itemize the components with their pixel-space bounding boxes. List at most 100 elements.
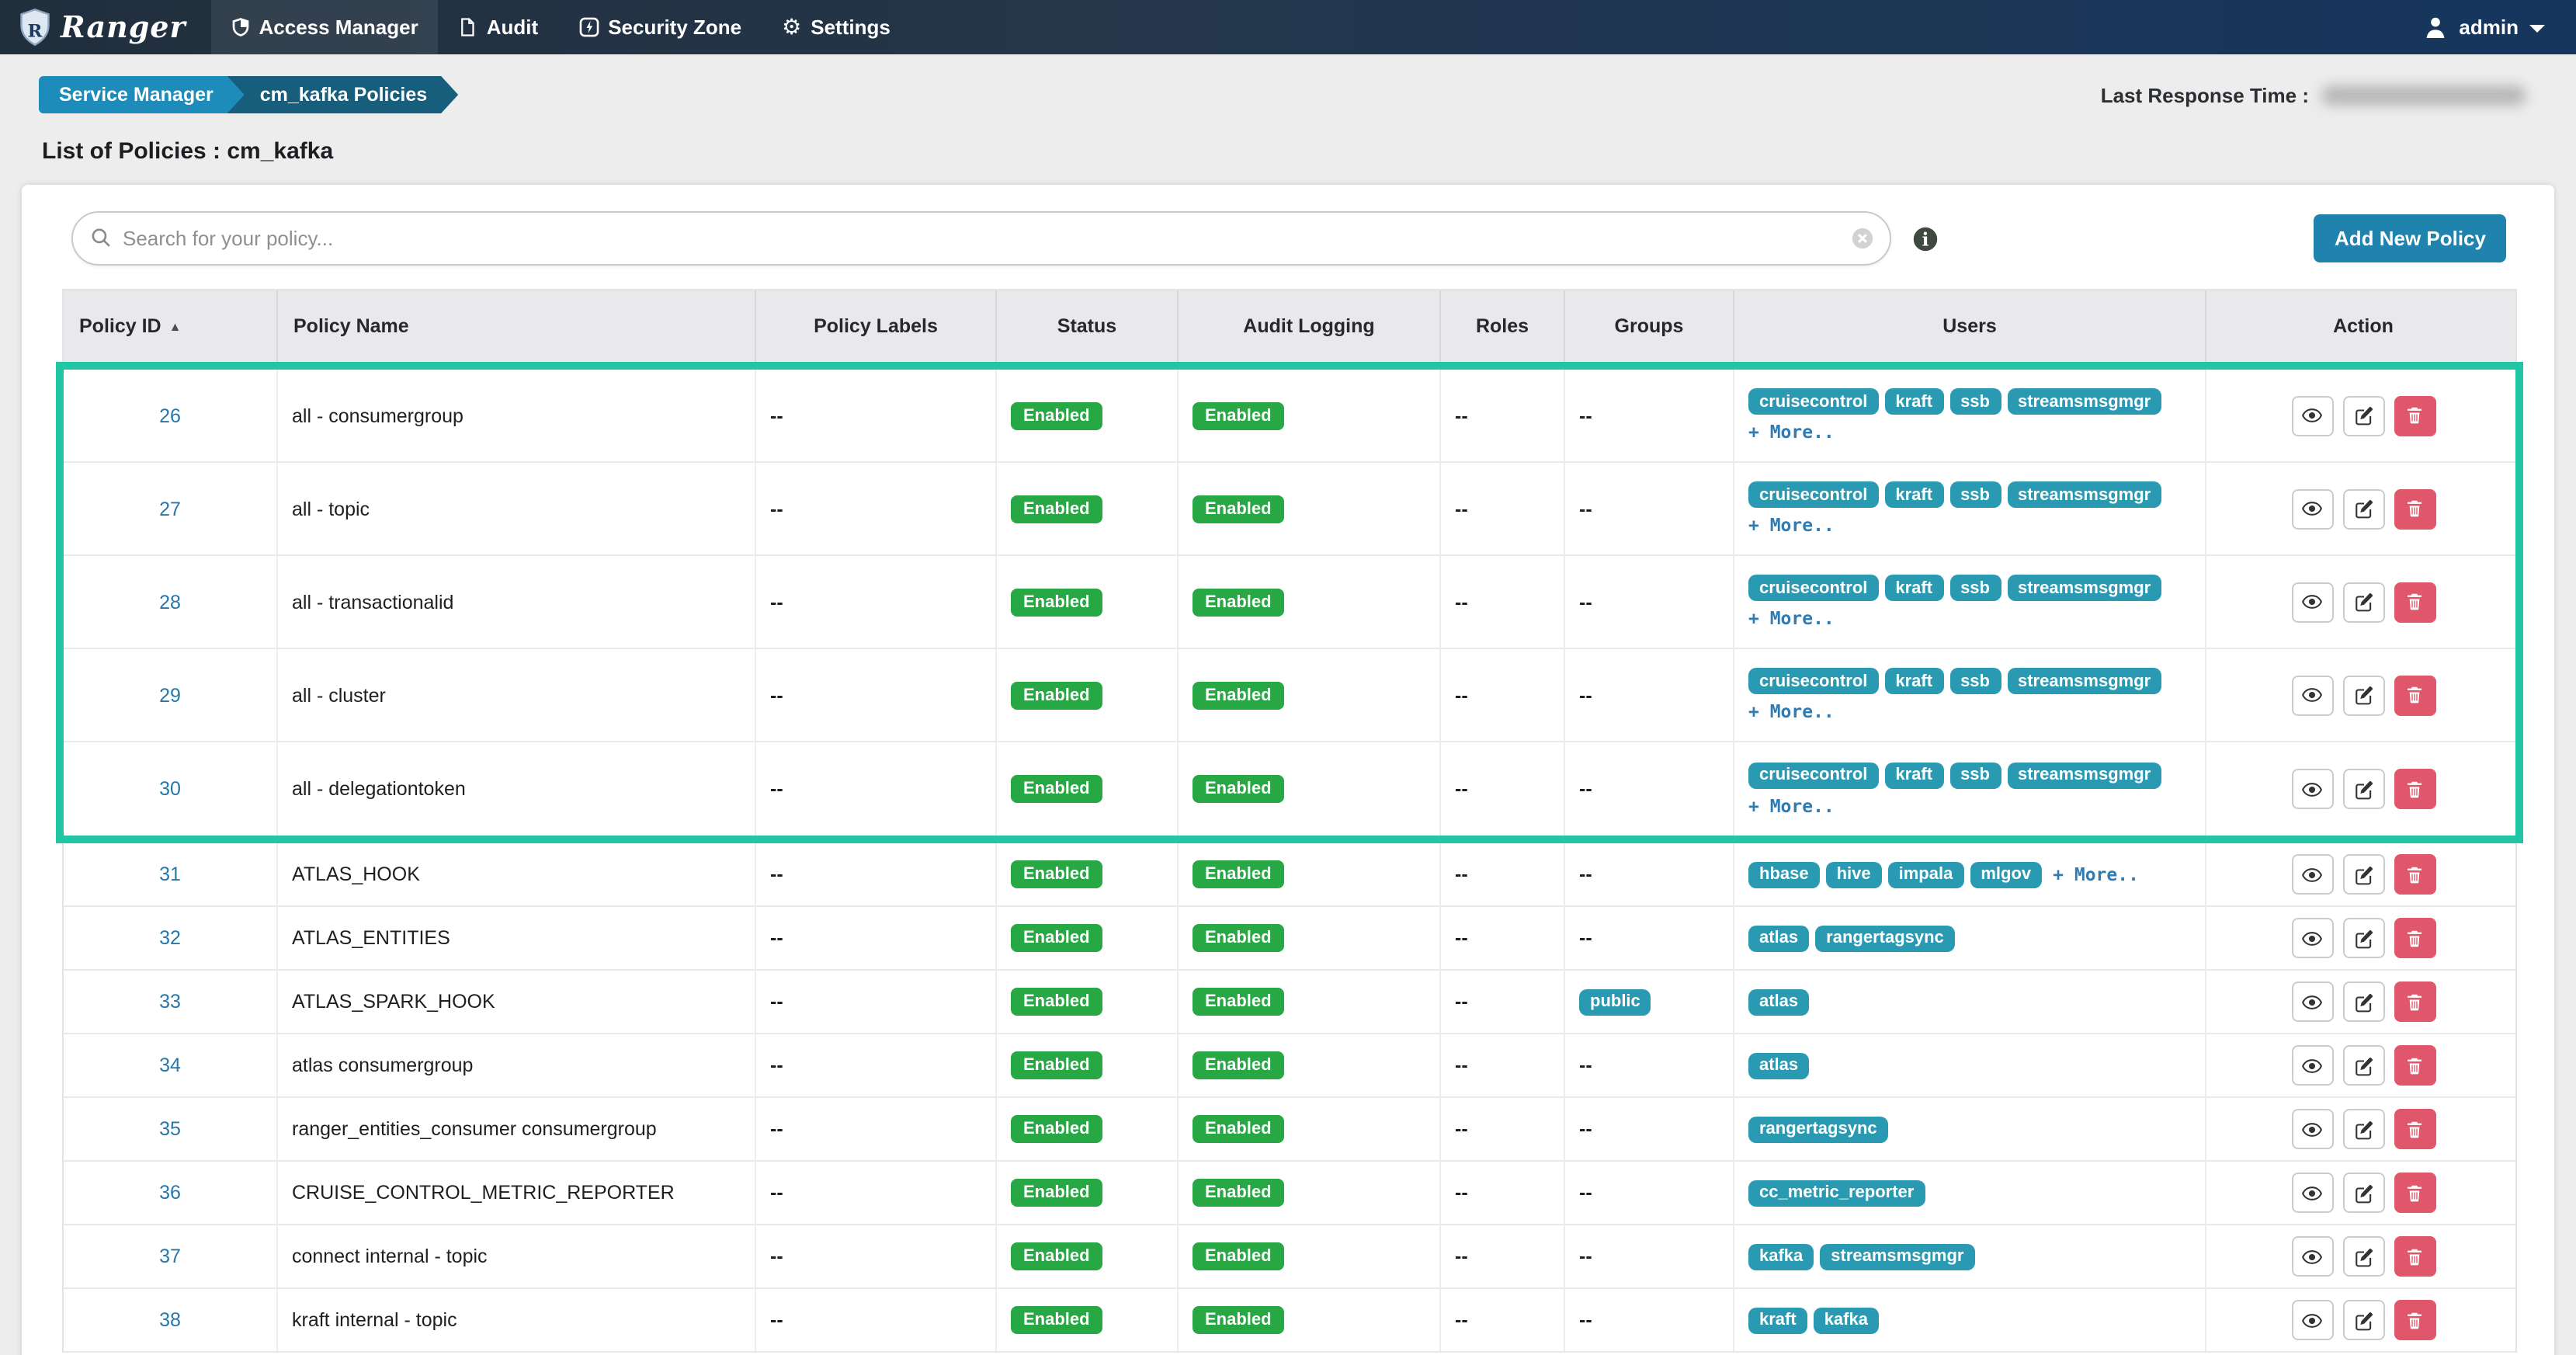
- view-policy-button[interactable]: [2291, 1236, 2333, 1277]
- delete-policy-button[interactable]: [2394, 675, 2435, 715]
- view-policy-button[interactable]: [2291, 769, 2333, 809]
- user-chips: cruisecontrol kraft ssb streamsmsgmgr: [1748, 388, 2162, 415]
- edit-policy-button[interactable]: [2342, 854, 2384, 895]
- roles-value: --: [1455, 591, 1468, 613]
- roles-value: --: [1455, 1182, 1468, 1204]
- view-policy-button[interactable]: [2291, 854, 2333, 895]
- info-icon[interactable]: i: [1913, 226, 1938, 251]
- delete-policy-button[interactable]: [2394, 1109, 2435, 1149]
- view-policy-button[interactable]: [2291, 1109, 2333, 1149]
- delete-policy-button[interactable]: [2394, 1300, 2435, 1340]
- column-header-policy-labels[interactable]: Policy Labels: [756, 290, 997, 362]
- delete-policy-button[interactable]: [2394, 918, 2435, 958]
- user-chips: kraft kafka: [1748, 1307, 1879, 1333]
- policy-id-link[interactable]: 34: [159, 1054, 181, 1076]
- policy-id-link[interactable]: 37: [159, 1246, 181, 1267]
- view-policy-button[interactable]: [2291, 918, 2333, 958]
- policy-id-link[interactable]: 26: [159, 405, 181, 426]
- nav-access-manager[interactable]: Access Manager: [210, 0, 439, 54]
- roles-cell: --: [1441, 463, 1565, 554]
- more-users-link[interactable]: + More..: [1748, 794, 1835, 816]
- policy-id-link[interactable]: 28: [159, 591, 181, 613]
- user-chip: ssb: [1949, 388, 2001, 415]
- delete-policy-button[interactable]: [2394, 582, 2435, 622]
- view-policy-button[interactable]: [2291, 1300, 2333, 1340]
- policy-id-link[interactable]: 38: [159, 1309, 181, 1331]
- user-chip: atlas: [1748, 925, 1810, 951]
- more-users-link[interactable]: + More..: [1748, 421, 1835, 443]
- policy-id-cell: 35: [64, 1098, 278, 1160]
- delete-policy-button[interactable]: [2394, 982, 2435, 1022]
- column-header-policy-id[interactable]: Policy ID ▲: [64, 290, 278, 362]
- delete-policy-button[interactable]: [2394, 769, 2435, 809]
- column-header-audit-logging[interactable]: Audit Logging: [1179, 290, 1441, 362]
- view-policy-button[interactable]: [2291, 582, 2333, 622]
- nav-audit[interactable]: Audit: [439, 0, 558, 54]
- delete-policy-button[interactable]: [2394, 488, 2435, 529]
- view-policy-button[interactable]: [2291, 395, 2333, 436]
- policy-name: all - transactionalid: [292, 591, 454, 613]
- delete-policy-button[interactable]: [2394, 1173, 2435, 1213]
- audit-logging-cell: Enabled: [1179, 1034, 1441, 1096]
- policy-id-link[interactable]: 32: [159, 927, 181, 949]
- edit-policy-button[interactable]: [2342, 395, 2384, 436]
- brand[interactable]: R Ranger: [0, 0, 208, 54]
- column-header-roles[interactable]: Roles: [1441, 290, 1565, 362]
- delete-policy-button[interactable]: [2394, 1236, 2435, 1277]
- column-label: Status: [1057, 315, 1117, 337]
- edit-policy-button[interactable]: [2342, 675, 2384, 715]
- user-menu[interactable]: admin: [2403, 0, 2576, 54]
- column-header-groups[interactable]: Groups: [1565, 290, 1734, 362]
- sort-asc-icon: ▲: [168, 319, 182, 333]
- edit-policy-button[interactable]: [2342, 1300, 2384, 1340]
- roles-value: --: [1455, 1054, 1468, 1076]
- column-header-users[interactable]: Users: [1734, 290, 2206, 362]
- policy-id-link[interactable]: 30: [159, 778, 181, 800]
- delete-policy-button[interactable]: [2394, 854, 2435, 895]
- more-users-link[interactable]: + More..: [1748, 607, 1835, 629]
- breadcrumb-service-manager[interactable]: Service Manager: [39, 76, 245, 113]
- last-response-time: Last Response Time :: [2101, 83, 2526, 106]
- edit-policy-button[interactable]: [2342, 982, 2384, 1022]
- edit-policy-button[interactable]: [2342, 1045, 2384, 1086]
- add-new-policy-button[interactable]: Add New Policy: [2314, 214, 2506, 262]
- more-users-link[interactable]: + More..: [1748, 700, 1835, 722]
- edit-policy-button[interactable]: [2342, 1173, 2384, 1213]
- policy-name-cell: CRUISE_CONTROL_METRIC_REPORTER: [278, 1162, 756, 1224]
- roles-value: --: [1455, 863, 1468, 885]
- edit-policy-button[interactable]: [2342, 769, 2384, 809]
- nav-settings[interactable]: ⚙ Settings: [762, 0, 911, 54]
- column-label: Roles: [1475, 315, 1529, 337]
- policy-id-link[interactable]: 33: [159, 991, 181, 1013]
- column-header-action[interactable]: Action: [2206, 290, 2520, 362]
- view-policy-button[interactable]: [2291, 675, 2333, 715]
- nav-security-zone[interactable]: Security Zone: [558, 0, 762, 54]
- edit-policy-button[interactable]: [2342, 488, 2384, 529]
- more-users-link[interactable]: + More..: [1748, 514, 1835, 536]
- column-header-status[interactable]: Status: [997, 290, 1179, 362]
- more-users-link[interactable]: + More..: [2053, 863, 2139, 885]
- trash-icon: [2408, 500, 2422, 518]
- policy-id-link[interactable]: 27: [159, 498, 181, 519]
- view-policy-button[interactable]: [2291, 1173, 2333, 1213]
- edit-policy-button[interactable]: [2342, 1236, 2384, 1277]
- audit-logging-cell: Enabled: [1179, 907, 1441, 969]
- edit-policy-button[interactable]: [2342, 582, 2384, 622]
- delete-policy-button[interactable]: [2394, 395, 2435, 436]
- policy-id-link[interactable]: 35: [159, 1118, 181, 1140]
- action-cell: [2206, 742, 2520, 836]
- edit-policy-button[interactable]: [2342, 918, 2384, 958]
- policy-id-link[interactable]: 29: [159, 684, 181, 706]
- edit-policy-button[interactable]: [2342, 1109, 2384, 1149]
- view-policy-button[interactable]: [2291, 1045, 2333, 1086]
- policy-name-cell: kraft internal - topic: [278, 1289, 756, 1351]
- groups-value: --: [1579, 927, 1592, 949]
- policy-id-link[interactable]: 36: [159, 1182, 181, 1204]
- search-input[interactable]: [71, 211, 1891, 266]
- view-policy-button[interactable]: [2291, 982, 2333, 1022]
- column-header-policy-name[interactable]: Policy Name: [278, 290, 756, 362]
- policy-id-link[interactable]: 31: [159, 863, 181, 885]
- clear-search-icon[interactable]: [1851, 227, 1874, 250]
- delete-policy-button[interactable]: [2394, 1045, 2435, 1086]
- view-policy-button[interactable]: [2291, 488, 2333, 529]
